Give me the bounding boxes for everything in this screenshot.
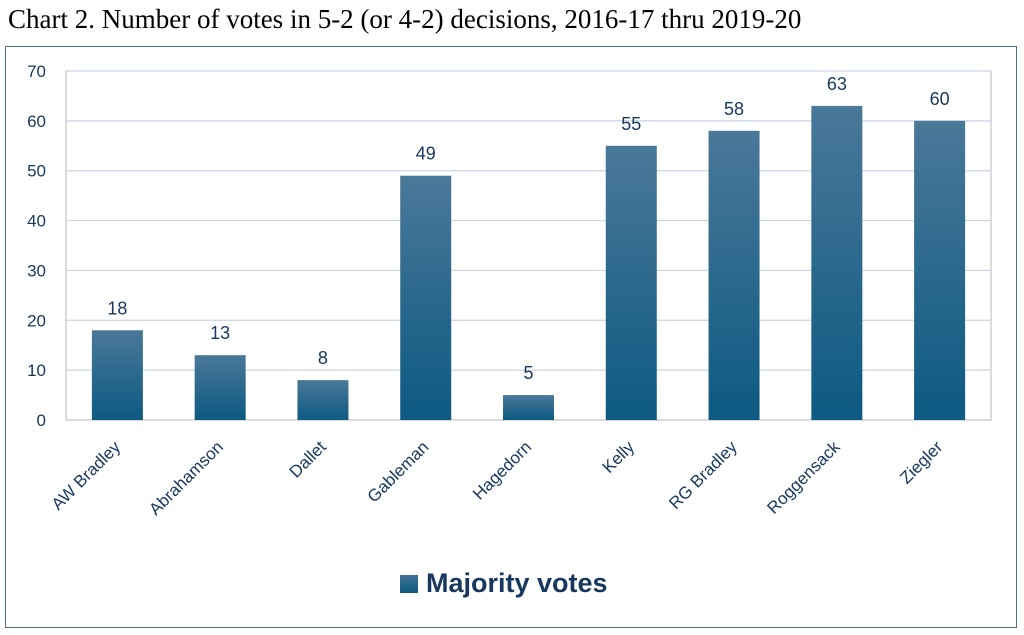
x-tick-label: Gableman xyxy=(364,437,433,506)
legend-label: Majority votes xyxy=(426,568,608,598)
bars xyxy=(91,105,966,421)
data-label: 8 xyxy=(318,348,328,368)
x-tick-label: RG Bradley xyxy=(665,437,741,513)
data-label: 63 xyxy=(827,74,847,94)
x-tick-label: Hagedorn xyxy=(469,437,535,503)
bar-roggensack xyxy=(811,105,863,421)
data-label: 5 xyxy=(523,363,533,383)
x-tick-label: Roggensack xyxy=(763,437,844,518)
data-label: 55 xyxy=(621,114,641,134)
data-label: 60 xyxy=(930,89,950,109)
y-tick-label: 50 xyxy=(27,162,46,181)
legend-swatch xyxy=(400,574,418,593)
x-tick-label: Kelly xyxy=(599,437,639,477)
x-tick-label: Dallet xyxy=(286,437,330,481)
bar-kelly xyxy=(605,145,657,421)
data-label: 18 xyxy=(107,298,127,318)
y-axis-ticks: 0 10 20 30 40 50 60 70 xyxy=(27,62,46,430)
data-label: 58 xyxy=(724,99,744,119)
y-tick-label: 60 xyxy=(27,112,46,131)
y-tick-label: 10 xyxy=(27,361,46,380)
y-tick-label: 20 xyxy=(27,311,46,330)
x-tick-label: Abrahamson xyxy=(145,437,227,519)
y-tick-label: 40 xyxy=(27,212,46,231)
x-tick-label: AW Bradley xyxy=(48,437,125,514)
bar-abrahamson xyxy=(194,355,246,420)
legend: Majority votes xyxy=(400,568,608,599)
data-label: 49 xyxy=(416,144,436,164)
bar-dallet xyxy=(297,380,349,420)
y-tick-label: 30 xyxy=(27,261,46,280)
bar-ziegler xyxy=(914,120,966,420)
chart-title: Chart 2. Number of votes in 5-2 (or 4-2)… xyxy=(8,4,802,34)
x-tick-label: Ziegler xyxy=(896,437,946,487)
x-axis-ticks: AW Bradley Abrahamson Dallet Gableman Hagedo… xyxy=(48,437,947,519)
data-label: 13 xyxy=(210,323,230,343)
bar-hagedorn xyxy=(503,395,554,420)
bar-aw-bradley xyxy=(91,330,143,420)
bar-gableman xyxy=(400,175,452,420)
bar-rg-bradley xyxy=(708,130,760,421)
y-tick-label: 70 xyxy=(27,62,46,81)
y-tick-label: 0 xyxy=(37,411,46,430)
